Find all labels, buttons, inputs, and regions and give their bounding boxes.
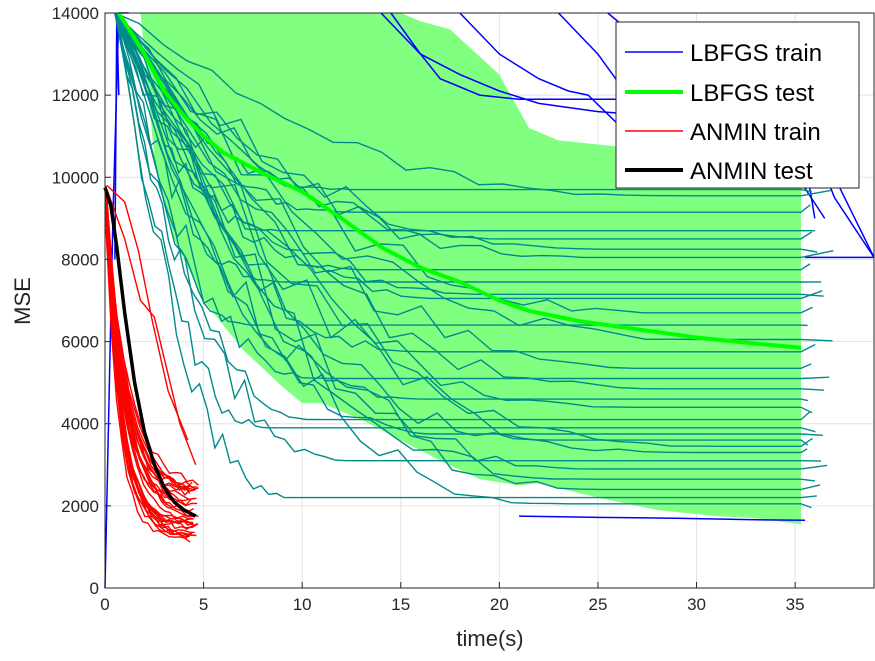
legend-label-anmin-train: ANMIN train [690,119,821,146]
x-tick-label: 20 [490,595,509,614]
y-tick-label: 4000 [61,415,99,434]
y-tick-label: 10000 [52,168,99,187]
lbfgs-train-trajectory [114,12,818,253]
x-tick-label: 5 [199,595,208,614]
y-tick-label: 14000 [52,4,99,23]
legend-label-anmin-test: ANMIN test [690,158,813,185]
x-tick-label: 10 [293,595,312,614]
lbfgs-train-trajectory [114,12,823,300]
y-axis-label: MSE [10,277,35,325]
lbfgs-train-trajectory [114,12,816,482]
lbfgs-train-trajectory [114,12,813,447]
lbfgs-train-trajectory [114,12,809,402]
lbfgs-test-band-area [140,13,802,525]
y-tick-label: 2000 [61,497,99,516]
legend-box [615,21,860,189]
lbfgs-train-trajectory [114,12,834,259]
anmin-train-trajectory [105,185,197,491]
x-tick-label: 0 [100,595,109,614]
anmin-train-trajectory [105,203,198,507]
legend-label-lbfgs-train: LBFGS train [690,40,822,67]
x-tick-label: 25 [588,595,607,614]
y-tick-label: 6000 [61,333,99,352]
anmin-train-trajectory [105,206,195,534]
lbfgs-train-line [519,515,806,521]
lbfgs-train-trajectory [114,12,808,454]
lbfgs-train-trajectory [114,12,813,240]
lbfgs-test-band [140,13,802,525]
lbfgs-train-trajectory [114,12,817,499]
lbfgs-train-trajectory [114,12,813,314]
lbfgs-train-trajectory [114,12,822,462]
lbfgs-train-trajectory [114,12,823,436]
anmin-train-trajectory [105,228,191,543]
lbfgs-train-trajectory [114,12,822,283]
x-tick-label: 35 [786,595,805,614]
y-tick-label: 12000 [52,86,99,105]
lbfgs-train-trajectory [114,12,831,197]
lbfgs-train-trajectory [114,12,816,353]
lbfgs-train-trajectory [114,12,811,421]
x-tick-label: 30 [687,595,706,614]
legend-label-lbfgs-test: LBFGS test [690,80,814,107]
anmin-test-line [103,187,197,518]
anmin-train-trajectory [105,198,192,507]
anmin-train-trajectory [105,189,191,496]
series-lines [103,11,875,589]
lbfgs-train-trajectory [114,12,813,414]
x-axis-label: time(s) [456,626,523,651]
lbfgs-train-trajectory [114,12,808,327]
lbfgs-train-trajectory [114,12,824,297]
lbfgs-train-trajectory [114,12,812,369]
anmin-train-trajectory [105,193,194,525]
lbfgs-train-trajectory [114,12,833,342]
anmin-train-trajectory [106,184,189,441]
y-tick-label: 0 [90,579,99,598]
x-tick-label: 15 [391,595,410,614]
y-tick-label: 8000 [61,250,99,269]
lbfgs-train-trajectory [114,12,828,470]
plot-frame [104,12,875,589]
lbfgs-train-trajectory [114,12,821,491]
lbfgs-test-line [117,11,802,350]
legend: LBFGS train LBFGS test ANMIN train ANMIN… [615,21,860,189]
axis-ticks: 0 5 10 15 20 25 30 35 0 2000 4000 6000 8000 10000 1200… [52,4,805,614]
lbfgs-train-trajectory [114,12,812,509]
anmin-train-trajectory [106,189,197,466]
